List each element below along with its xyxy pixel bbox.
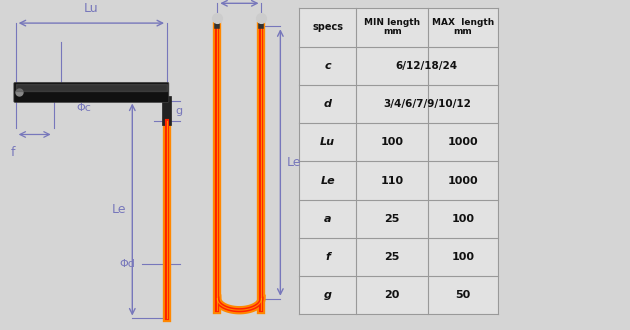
Text: d: d — [324, 99, 331, 109]
Text: mm: mm — [454, 27, 472, 36]
Text: 100: 100 — [452, 252, 474, 262]
Text: Le: Le — [287, 156, 301, 169]
Text: a: a — [324, 214, 331, 224]
Text: Le: Le — [320, 176, 335, 185]
Text: MIN length: MIN length — [364, 17, 420, 27]
Text: 100: 100 — [381, 137, 404, 147]
Text: 25: 25 — [384, 252, 400, 262]
Text: MAX  length: MAX length — [432, 17, 494, 27]
Text: f: f — [325, 252, 330, 262]
Text: specs: specs — [312, 22, 343, 32]
Text: g: g — [176, 106, 183, 116]
Text: Lu: Lu — [320, 137, 335, 147]
Text: 20: 20 — [384, 290, 400, 300]
FancyBboxPatch shape — [14, 82, 169, 102]
Text: Le: Le — [112, 203, 126, 216]
Text: f: f — [10, 146, 15, 159]
Text: Lu: Lu — [84, 2, 99, 15]
Text: Φc: Φc — [76, 103, 91, 113]
Text: 3/4/6/7/9/10/12: 3/4/6/7/9/10/12 — [383, 99, 471, 109]
Text: 1000: 1000 — [448, 176, 478, 185]
Text: 110: 110 — [381, 176, 404, 185]
Text: mm: mm — [383, 27, 401, 36]
Text: 100: 100 — [452, 214, 474, 224]
Text: c: c — [324, 61, 331, 71]
Text: Φd: Φd — [120, 259, 135, 269]
Text: 25: 25 — [384, 214, 400, 224]
Text: 1000: 1000 — [448, 137, 478, 147]
Text: g: g — [324, 290, 331, 300]
Text: 6/12/18/24: 6/12/18/24 — [396, 61, 458, 71]
Text: 50: 50 — [455, 290, 471, 300]
